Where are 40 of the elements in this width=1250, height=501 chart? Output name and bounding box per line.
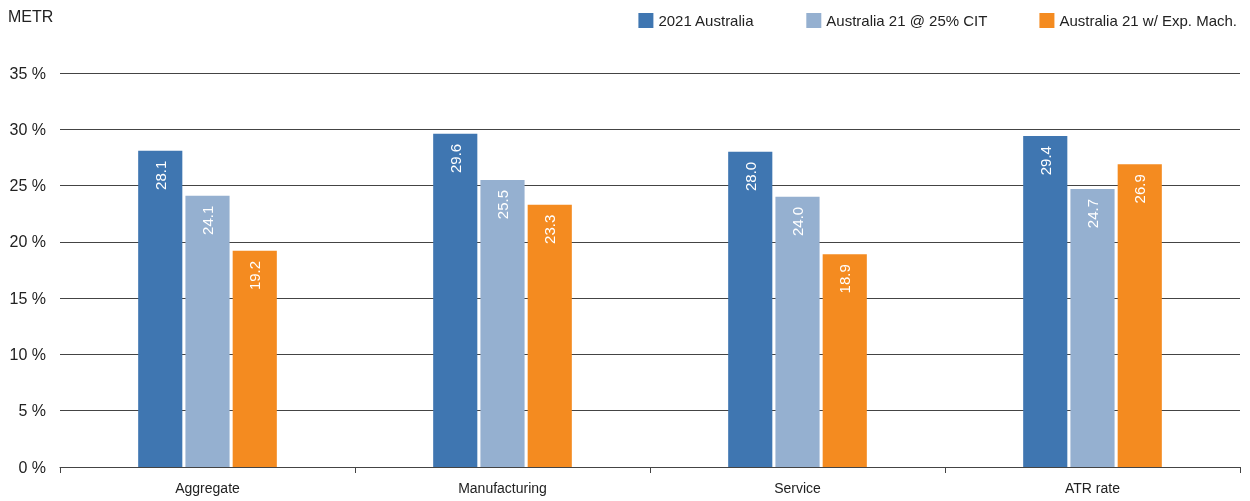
bar: [1070, 188, 1115, 467]
y-tick-label: 35 %: [9, 64, 46, 82]
y-tick-label: 20 %: [9, 233, 46, 251]
x-tick-label: Aggregate: [175, 480, 241, 496]
bar: [433, 133, 478, 467]
legend-label: Australia 21 w/ Exp. Mach.: [1059, 12, 1237, 29]
data-label: 29.4: [1036, 146, 1054, 176]
legend-label: Australia 21 @ 25% CIT: [826, 12, 988, 29]
data-label: 19.2: [246, 260, 264, 291]
data-label: 28.0: [741, 161, 759, 191]
bar: [185, 195, 230, 467]
bar: [527, 204, 572, 467]
bar: [728, 151, 773, 467]
data-label: 25.5: [494, 189, 511, 220]
data-label: 24.0: [789, 206, 806, 237]
data-label: 18.9: [836, 264, 854, 294]
y-tick-label: 30 %: [9, 120, 46, 138]
data-label: 24.1: [199, 205, 216, 235]
bar: [775, 196, 820, 467]
bar: [822, 254, 867, 467]
x-tick-label: Manufacturing: [458, 480, 547, 496]
bar: [1117, 164, 1162, 467]
data-label: 29.6: [446, 143, 464, 173]
data-label: 26.9: [1131, 174, 1149, 204]
bar: [232, 250, 277, 467]
y-axis-title: METR: [8, 7, 54, 25]
x-tick-label: Service: [774, 480, 822, 496]
x-tick-label: ATR rate: [1065, 480, 1121, 496]
data-label: 24.7: [1084, 198, 1101, 229]
y-tick-label: 5 %: [18, 402, 46, 420]
data-label: 23.3: [541, 214, 559, 244]
y-tick-label: 10 %: [9, 345, 46, 363]
bar: [1023, 136, 1068, 467]
bar: [138, 150, 183, 467]
data-label: 28.1: [151, 160, 169, 190]
y-tick-label: 15 %: [9, 289, 46, 307]
bar: [480, 179, 525, 467]
legend-label: 2021 Australia: [658, 12, 755, 29]
y-tick-label: 0 %: [18, 458, 46, 476]
y-tick-label: 25 %: [9, 177, 46, 195]
